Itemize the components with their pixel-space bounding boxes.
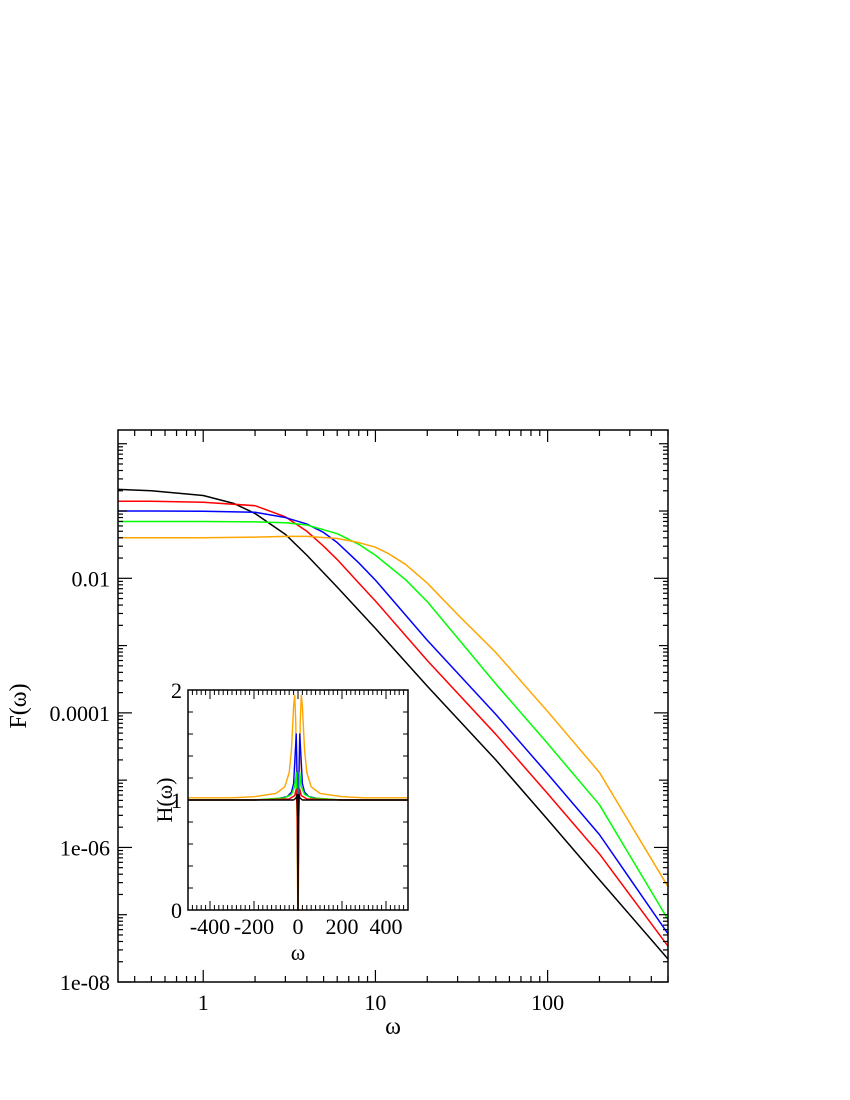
inset-x-tick-label: 400	[370, 914, 403, 939]
main-ticks	[118, 430, 669, 983]
inset-chart: -400 -200 0 200 400 0 1 2 ω H(ω)	[152, 678, 409, 965]
inset-y-tick-label: 2	[171, 678, 182, 703]
inset-x-axis-title: ω	[291, 940, 305, 965]
main-series-line-2	[118, 500, 669, 947]
inset-x-tick-label: -400	[190, 914, 230, 939]
inset-x-tick-label: -200	[234, 914, 274, 939]
inset-tick-labels: -400 -200 0 200 400 0 1 2	[171, 678, 403, 939]
main-x-tick-label: 100	[531, 990, 564, 1015]
main-series-group	[117, 488, 669, 960]
inset-y-tick-label: 1	[171, 788, 182, 813]
main-x-tick-label: 1	[198, 990, 209, 1015]
main-series-line-1	[117, 488, 669, 960]
main-series-line-3	[118, 510, 669, 935]
main-series-line-5	[118, 535, 669, 888]
inset-y-tick-label: 0	[171, 898, 182, 923]
main-y-tick-label: 1e-06	[60, 835, 110, 860]
inset-ticks	[187, 689, 409, 911]
inset-x-tick-label: 0	[293, 914, 304, 939]
inset-y-axis-title: H(ω)	[152, 777, 177, 822]
inset-x-tick-label: 200	[326, 914, 359, 939]
main-x-tick-label: 10	[364, 990, 386, 1015]
main-x-axis-title: ω	[385, 1014, 401, 1040]
main-y-tick-label: 1e-08	[60, 970, 110, 995]
main-y-axis-title: F(ω)	[6, 683, 32, 728]
main-series-line-4	[118, 520, 669, 920]
main-plot-frame	[117, 429, 669, 983]
main-y-tick-label: 0.01	[72, 566, 111, 591]
main-y-tick-label: 0.0001	[50, 701, 111, 726]
